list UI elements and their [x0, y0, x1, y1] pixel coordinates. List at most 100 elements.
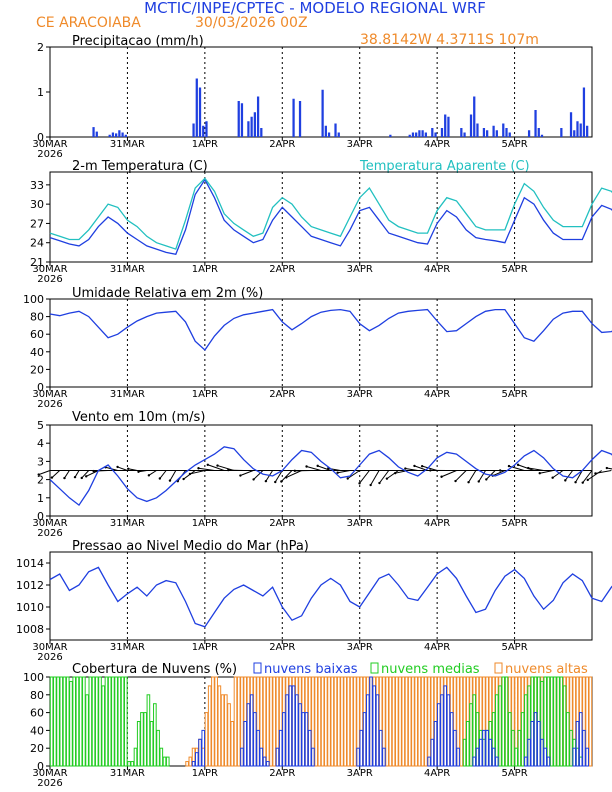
wind-arrow: [38, 470, 51, 476]
wind-arrow: [64, 470, 70, 479]
wind-xtick-label: 30MAR: [32, 518, 67, 529]
clouds-bar-nuvens-baixas: [359, 729, 364, 767]
precip-bar: [476, 123, 479, 137]
rh-xtick-label: 1APR: [192, 389, 218, 400]
precip-xtick-label: 1APR: [192, 139, 218, 150]
legend-high: nuvens altas: [505, 662, 588, 677]
wind-arrow-head: [206, 463, 209, 466]
precip-bar: [240, 103, 244, 137]
clouds-bar-nuvens-baixas: [491, 747, 496, 767]
precip-xtick-label: 30MAR: [32, 139, 67, 150]
clouds-bar-nuvens-baixas: [288, 685, 293, 767]
precip-bar: [508, 132, 511, 137]
clouds-bar-nuvens-altas: [388, 676, 393, 767]
clouds-bar-nuvens-medias: [156, 729, 160, 767]
pres-xtick-label: 5APR: [501, 642, 527, 653]
wind-arrow: [51, 470, 61, 478]
clouds-bar-nuvens-medias: [517, 729, 522, 767]
clouds-ytick-label: 80: [30, 689, 44, 702]
clouds-bar-nuvens-medias: [88, 676, 93, 767]
precip-bar: [434, 132, 437, 137]
clouds-bar-nuvens-baixas: [372, 685, 377, 767]
temp-ytick-label: 33: [30, 179, 44, 192]
wind-arrow-head: [127, 467, 130, 470]
wind-xtick-label: 4APR: [424, 518, 450, 529]
clouds-bar-nuvens-altas: [395, 676, 399, 767]
clouds-bar-nuvens-baixas: [382, 747, 386, 767]
wind-arrow-head: [197, 467, 200, 470]
clouds-bar-nuvens-baixas: [256, 729, 260, 767]
precip-bar: [118, 130, 121, 137]
wind-arrow-head: [477, 480, 480, 483]
clouds-bar-nuvens-altas: [227, 703, 231, 767]
clouds-bar-nuvens-medias: [114, 676, 118, 767]
temp-frame: [49, 171, 593, 263]
temp-title: 2-m Temperatura (C): [72, 159, 208, 174]
clouds-bar-nuvens-baixas: [243, 721, 247, 767]
precip-xtick-label: 4APR: [424, 139, 450, 150]
wind-arrow: [347, 470, 360, 479]
wind-arrow: [81, 470, 90, 479]
clouds-bar-nuvens-medias: [111, 676, 115, 767]
clouds-bar-nuvens-altas: [340, 676, 344, 767]
legend-swatch-mid: [370, 662, 379, 674]
clouds-bar-nuvens-medias: [117, 676, 122, 767]
clouds-bar-nuvens-medias: [91, 676, 96, 767]
clouds-bar-nuvens-medias: [75, 676, 80, 767]
clouds-bar-nuvens-medias: [53, 676, 57, 767]
clouds-bar-nuvens-baixas: [430, 738, 435, 767]
clouds-bar-nuvens-medias: [65, 676, 70, 767]
wind-arrow: [595, 470, 612, 474]
wind-arrow: [317, 465, 331, 471]
temp-ytick-label: 24: [30, 237, 44, 250]
precip-xtick-label: 5APR: [501, 139, 527, 150]
clouds-bar-nuvens-baixas: [543, 747, 548, 767]
wind-arrow: [517, 464, 535, 471]
precip-bar: [576, 121, 579, 137]
precip-bar: [237, 101, 240, 137]
clouds-bar-nuvens-baixas: [449, 712, 454, 767]
clouds-bar-nuvens-baixas: [301, 712, 306, 767]
clouds-bar-nuvens-baixas: [485, 729, 489, 767]
clouds-bar-nuvens-medias: [514, 747, 518, 767]
precip-bar: [444, 114, 447, 137]
clouds-bar-nuvens-baixas: [475, 747, 480, 767]
wind-arrow-head: [37, 473, 40, 476]
wind-arrow-head: [158, 477, 162, 480]
wind-arrow: [359, 470, 370, 484]
clouds-bar-nuvens-medias: [153, 703, 157, 767]
clouds-bar-nuvens-altas: [346, 676, 351, 767]
wind-arrow: [492, 470, 506, 477]
rh-title: Umidade Relativa em 2m (%): [72, 286, 263, 301]
precip-bar: [337, 132, 340, 137]
temp-xtick-label: 2APR: [269, 264, 295, 275]
precip-bar: [424, 132, 427, 137]
precip-bar: [250, 116, 253, 137]
clouds-bar-nuvens-altas: [427, 676, 431, 767]
clouds-bar-nuvens-baixas: [585, 747, 589, 767]
pres-series-line: [49, 566, 612, 628]
wind-arrow-head: [336, 471, 339, 474]
clouds-bar-nuvens-baixas: [311, 747, 315, 767]
pres-xtick-label: 1APR: [192, 642, 218, 653]
clouds-bar-nuvens-altas: [317, 676, 322, 767]
rh-xtick-label: 30MAR: [32, 389, 67, 400]
clouds-bar-nuvens-medias: [562, 685, 567, 767]
clouds-bar-nuvens-baixas: [194, 752, 199, 767]
wind-arrow-head: [147, 474, 151, 477]
clouds-bar-nuvens-medias: [104, 676, 109, 767]
precip-bar: [292, 98, 295, 137]
wind-arrow-head: [73, 475, 77, 479]
clouds-bar-nuvens-altas: [262, 676, 267, 767]
wind-ytick-label: 0: [37, 510, 44, 523]
wind-arrow-head: [63, 476, 66, 480]
clouds-legend: nuvens baixas nuvens medias nuvens altas: [253, 662, 588, 677]
clouds-bar-nuvens-altas: [324, 676, 328, 767]
clouds-bar-nuvens-medias: [101, 685, 106, 767]
clouds-bar-nuvens-altas: [185, 761, 189, 767]
wind-arrow: [138, 470, 147, 473]
precip-bar: [408, 134, 411, 137]
clouds-bar-nuvens-altas: [327, 676, 331, 767]
wind-arrow-head: [346, 477, 349, 480]
